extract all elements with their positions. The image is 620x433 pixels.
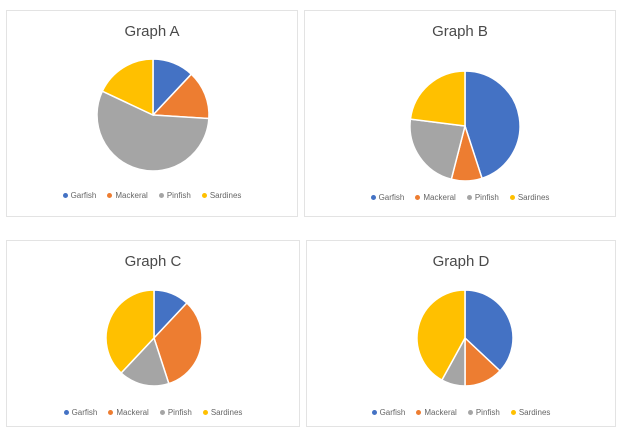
legend-item-sardines: Sardines: [202, 408, 243, 417]
chart-legend: Garfish Mackeral Pinfish Sardines: [7, 191, 297, 200]
legend-swatch: [415, 195, 421, 200]
legend-label: Pinfish: [167, 408, 192, 417]
pie-chart: [105, 289, 203, 387]
legend-label: Pinfish: [166, 191, 191, 200]
pie-slice-pinfish: [120, 336, 170, 387]
chart-title: Graph D: [432, 253, 490, 270]
chart-panel-c: Graph C Garfish Mackeral Pinfish Sardines: [6, 240, 300, 427]
legend-swatch: [62, 193, 68, 198]
legend-swatch: [159, 410, 165, 415]
chart-legend: Garfish Mackeral Pinfish Sardines: [7, 408, 299, 417]
pie-slice-garfish: [464, 70, 521, 180]
legend-label: Sardines: [209, 191, 242, 200]
legend-item-garfish: Garfish: [370, 193, 405, 202]
pie-slice-pinfish: [409, 118, 466, 181]
legend-label: Mackeral: [116, 408, 149, 417]
legend-label: Garfish: [70, 191, 97, 200]
legend-swatch: [107, 193, 113, 198]
legend-swatch: [466, 195, 472, 200]
legend-label: Mackeral: [423, 193, 456, 202]
chart-title: Graph B: [432, 23, 488, 40]
chart-panel-a: Graph A Garfish Mackeral Pinfish Sardines: [6, 10, 298, 217]
legend-swatch: [158, 193, 164, 198]
legend-item-sardines: Sardines: [509, 193, 550, 202]
legend-label: Sardines: [517, 193, 550, 202]
legend-swatch: [63, 410, 69, 415]
pie-chart: [416, 289, 514, 387]
legend-swatch: [108, 410, 114, 415]
legend-item-mackeral: Mackeral: [107, 191, 148, 200]
legend-swatch: [416, 410, 422, 415]
legend-item-pinfish: Pinfish: [158, 191, 191, 200]
legend-swatch: [509, 195, 515, 200]
legend-swatch: [371, 410, 377, 415]
chart-panel-b: Graph B Garfish Mackeral Pinfish Sardines: [304, 10, 616, 217]
pie-slice-pinfish: [96, 90, 210, 172]
pie-chart: [96, 58, 210, 172]
legend-label: Pinfish: [475, 408, 500, 417]
legend-item-sardines: Sardines: [510, 408, 551, 417]
legend-item-garfish: Garfish: [62, 191, 97, 200]
legend-swatch: [510, 410, 516, 415]
pie-slice-sardines: [105, 289, 155, 375]
pie-chart: [409, 70, 521, 182]
legend-item-pinfish: Pinfish: [467, 408, 500, 417]
legend-label: Sardines: [518, 408, 551, 417]
chart-legend: Garfish Mackeral Pinfish Sardines: [305, 193, 615, 202]
legend-item-mackeral: Mackeral: [415, 193, 456, 202]
legend-item-mackeral: Mackeral: [108, 408, 149, 417]
legend-item-garfish: Garfish: [63, 408, 98, 417]
legend-item-pinfish: Pinfish: [466, 193, 499, 202]
pie-slice-garfish: [464, 289, 514, 372]
legend-label: Pinfish: [474, 193, 499, 202]
legend-item-garfish: Garfish: [371, 408, 406, 417]
legend-swatch: [202, 410, 208, 415]
pie-slice-mackeral: [153, 301, 203, 385]
chart-title: Graph C: [124, 253, 182, 270]
legend-item-pinfish: Pinfish: [159, 408, 192, 417]
legend-label: Garfish: [71, 408, 98, 417]
legend-label: Mackeral: [115, 191, 148, 200]
legend-label: Mackeral: [424, 408, 457, 417]
legend-swatch: [370, 195, 376, 200]
legend-item-mackeral: Mackeral: [416, 408, 457, 417]
legend-label: Sardines: [210, 408, 243, 417]
legend-item-sardines: Sardines: [201, 191, 242, 200]
legend-label: Garfish: [378, 193, 405, 202]
pie-slice-sardines: [101, 58, 154, 117]
legend-swatch: [467, 410, 473, 415]
pie-slice-sardines: [409, 70, 466, 127]
chart-legend: Garfish Mackeral Pinfish Sardines: [307, 408, 615, 417]
legend-label: Garfish: [379, 408, 406, 417]
pie-slice-sardines: [416, 289, 466, 382]
legend-swatch: [201, 193, 207, 198]
chart-title: Graph A: [124, 23, 180, 40]
chart-panel-d: Graph D Garfish Mackeral Pinfish Sardines: [306, 240, 616, 427]
